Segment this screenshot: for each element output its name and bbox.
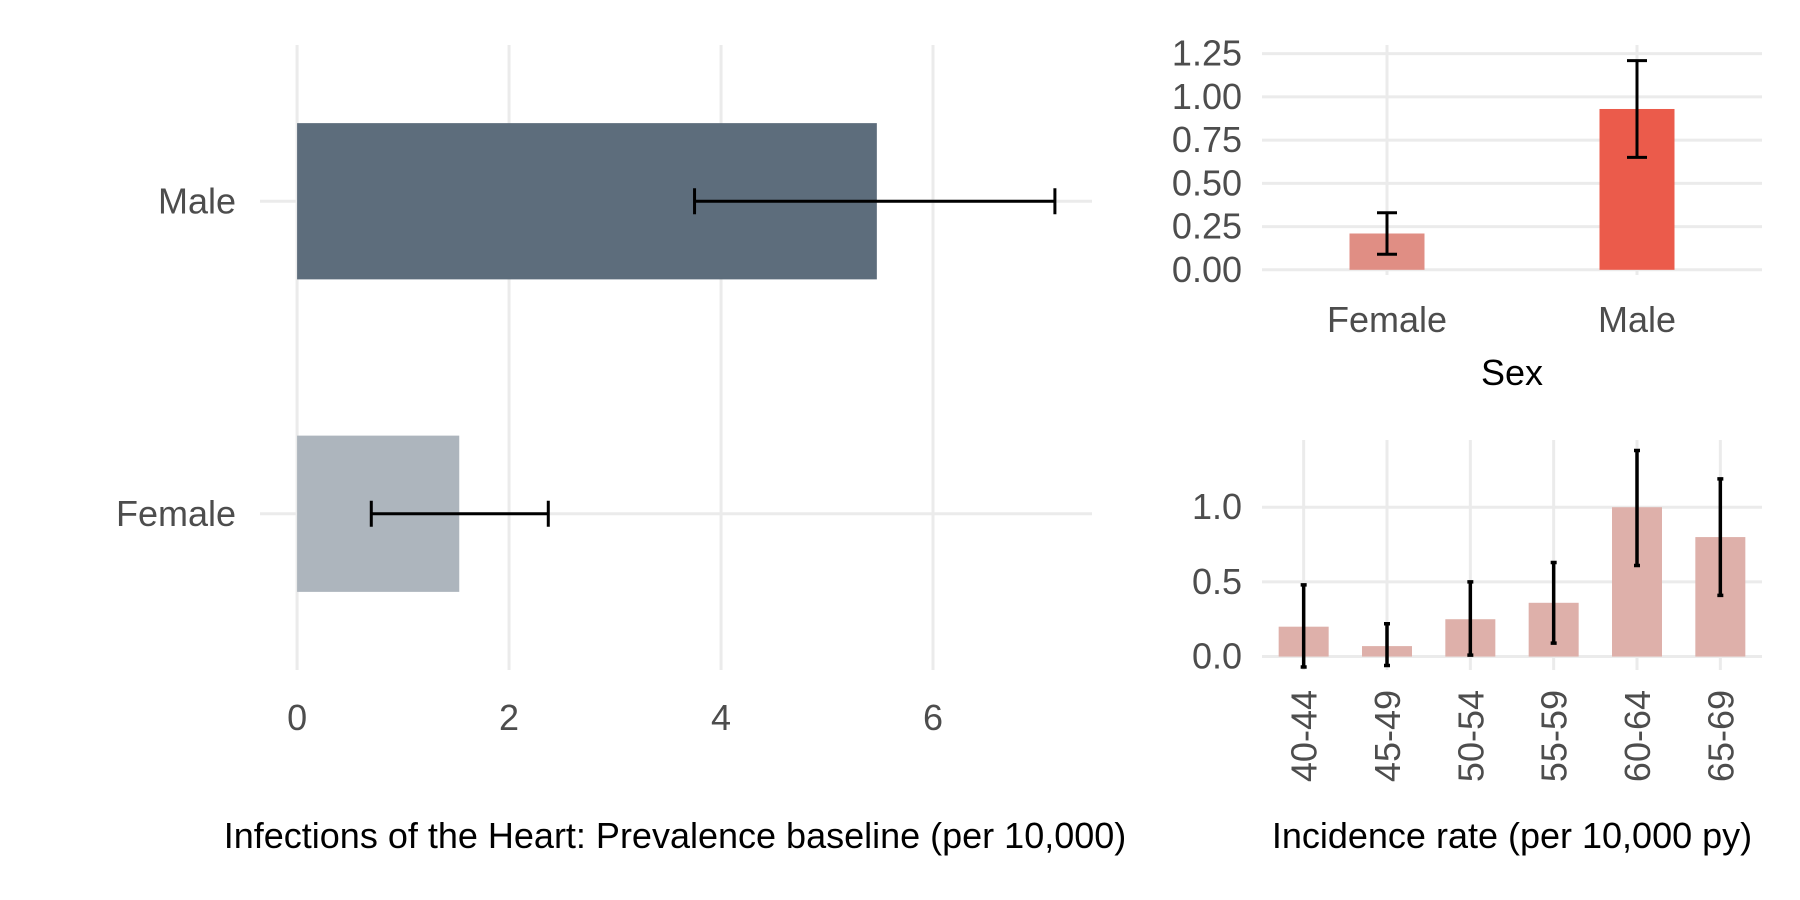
incidence-age-y-tick-labels: 0.0 0.5 1.0 xyxy=(1192,486,1242,676)
prevalence-error-bar-female xyxy=(369,500,550,527)
incidence-age-error-bar-55-59 xyxy=(1550,560,1557,645)
incidence-sex-panel: 0.000.250.500.751.001.25 Female Male Sex xyxy=(1172,33,1762,393)
prevalence-x-tick-label: 4 xyxy=(711,697,731,738)
prevalence-bars xyxy=(297,123,877,592)
incidence-sex-error-bar-male xyxy=(1627,59,1647,159)
incidence-age-gridlines xyxy=(1262,440,1762,670)
incidence-sex-y-tick-label: 0.00 xyxy=(1172,249,1242,290)
incidence-age-panel: 0.0 0.5 1.0 40-44 45-49 50-54 55-59 60-64 65-69… xyxy=(1192,440,1762,856)
prevalence-y-tick-label: Female xyxy=(116,493,236,534)
incidence-sex-y-tick-label: 0.25 xyxy=(1172,206,1242,247)
incidence-age-y-tick-label: 1.0 xyxy=(1192,486,1242,527)
incidence-age-x-tick-label: 65-69 xyxy=(1700,690,1741,782)
incidence-sex-y-tick-label: 1.00 xyxy=(1172,76,1242,117)
incidence-age-x-axis-title: Incidence rate (per 10,000 py) xyxy=(1272,815,1752,856)
incidence-sex-error-bars xyxy=(1377,59,1647,256)
prevalence-panel: Female Male 0 2 4 6 Infections of the Heart:… xyxy=(116,45,1126,856)
incidence-age-x-tick-label: 60-64 xyxy=(1617,690,1658,782)
incidence-age-error-bar-60-64 xyxy=(1634,448,1640,568)
incidence-sex-y-tick-label: 1.25 xyxy=(1172,33,1242,74)
prevalence-y-tick-labels: Female Male xyxy=(116,180,236,534)
incidence-sex-x-tick-label: Male xyxy=(1598,299,1676,340)
prevalence-x-axis-title: Infections of the Heart: Prevalence base… xyxy=(224,815,1127,856)
incidence-sex-x-tick-labels: Female Male xyxy=(1327,299,1676,340)
incidence-age-y-tick-label: 0.5 xyxy=(1192,561,1242,602)
prevalence-error-bars xyxy=(369,188,1057,527)
prevalence-x-tick-label: 6 xyxy=(923,697,943,738)
incidence-sex-y-tick-label: 0.75 xyxy=(1172,119,1242,160)
prevalence-error-bar-male xyxy=(693,188,1057,215)
incidence-sex-x-tick-label: Female xyxy=(1327,299,1447,340)
incidence-age-error-bar-65-69 xyxy=(1717,477,1724,598)
incidence-sex-bars xyxy=(1349,108,1675,270)
incidence-age-x-tick-label: 45-49 xyxy=(1367,690,1408,782)
incidence-sex-gridlines xyxy=(1262,45,1762,275)
incidence-sex-y-tick-label: 0.50 xyxy=(1172,162,1242,203)
incidence-age-error-bar-50-54 xyxy=(1467,580,1474,657)
incidence-age-x-tick-label: 40-44 xyxy=(1284,690,1325,782)
incidence-age-error-bars xyxy=(1300,448,1724,669)
incidence-age-x-tick-label: 55-59 xyxy=(1534,690,1575,782)
prevalence-y-tick-label: Male xyxy=(158,180,236,221)
prevalence-x-tick-label: 2 xyxy=(499,697,519,738)
prevalence-x-tick-labels: 0 2 4 6 xyxy=(287,697,943,738)
incidence-sex-error-bar-female xyxy=(1377,211,1397,256)
incidence-age-error-bar-45-49 xyxy=(1384,621,1390,668)
incidence-age-x-tick-labels: 40-44 45-49 50-54 55-59 60-64 65-69 xyxy=(1284,690,1742,782)
incidence-sex-x-axis-title: Sex xyxy=(1481,352,1543,393)
incidence-age-y-tick-label: 0.0 xyxy=(1192,636,1242,677)
incidence-age-error-bar-40-44 xyxy=(1300,583,1307,669)
incidence-age-x-tick-label: 50-54 xyxy=(1450,690,1491,782)
incidence-sex-y-tick-labels: 0.000.250.500.751.001.25 xyxy=(1172,33,1242,290)
prevalence-x-tick-label: 0 xyxy=(287,697,307,738)
